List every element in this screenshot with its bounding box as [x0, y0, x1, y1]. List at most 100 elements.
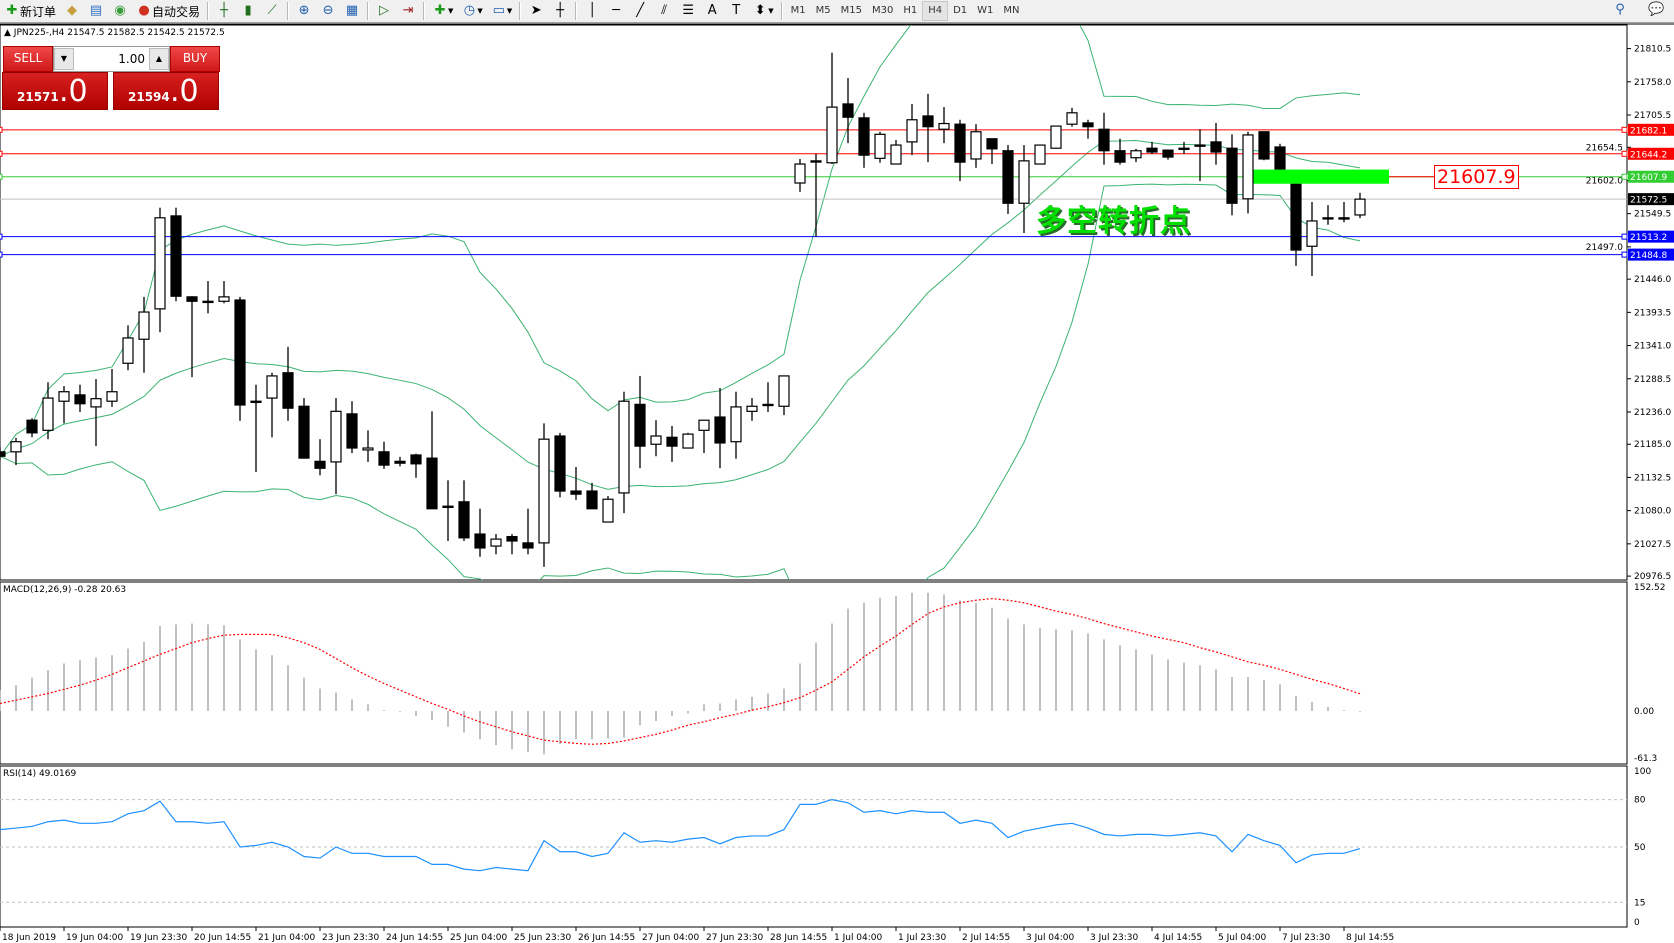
candle: [1050, 125, 1062, 149]
macd-histogram-bar: [879, 597, 881, 711]
candle: [234, 296, 246, 421]
fibonacci-button[interactable]: ☰: [677, 1, 699, 21]
annotation-price-label[interactable]: 21607.9: [1434, 165, 1519, 189]
zoom-in-button[interactable]: ⊕: [293, 1, 315, 21]
candlestick-button[interactable]: ▮: [237, 1, 259, 21]
history-center-button[interactable]: ◆: [61, 1, 83, 21]
chart-shift-icon: ⇥: [402, 3, 414, 18]
candle-body: [970, 131, 982, 160]
arrows-button[interactable]: ⬍ ▼: [749, 1, 776, 21]
candle: [506, 534, 518, 555]
line-chart-button[interactable]: ⟋: [261, 1, 283, 21]
templates-button[interactable]: ▭ ▼: [492, 3, 513, 18]
chart-shift-button[interactable]: ⇥: [397, 1, 419, 21]
bar-chart-button[interactable]: ┼: [213, 1, 235, 21]
candle: [362, 430, 374, 462]
lot-size-input[interactable]: ▼ 1.00 ▲: [53, 46, 170, 72]
autoscroll-button[interactable]: ▷: [373, 1, 395, 21]
lot-increase-button[interactable]: ▲: [149, 48, 169, 70]
candle: [1130, 148, 1142, 163]
horizontal-line-button[interactable]: ─: [605, 1, 627, 21]
periods-button[interactable]: ◷ ▼: [458, 1, 485, 21]
macd-histogram-bar: [255, 649, 257, 711]
crosshair-button[interactable]: ┼: [549, 1, 571, 21]
macd-histogram-bar: [319, 688, 321, 711]
sell-price-button[interactable]: 21571 .0: [2, 72, 108, 110]
macd-histogram-bar: [783, 688, 785, 711]
timeframe-mn-button[interactable]: MN: [1003, 5, 1020, 16]
price-line-label: 21682.1: [1630, 126, 1667, 136]
macd-histogram-bar: [543, 710, 545, 755]
candle: [890, 139, 902, 165]
timeframe-m5-button[interactable]: M5: [815, 5, 831, 16]
auto-trading-button[interactable]: ● 自动交易: [133, 1, 203, 21]
candle: [298, 398, 310, 459]
candle-body: [890, 144, 902, 165]
macd-histogram-bar: [639, 710, 641, 726]
candle: [1306, 201, 1318, 276]
equidistant-channel-button[interactable]: ⫽: [653, 1, 675, 21]
timeframe-m1-button[interactable]: M1: [790, 5, 806, 16]
chat-icon[interactable]: 💬: [1648, 2, 1665, 17]
candle-body: [586, 490, 598, 510]
buy-price-button[interactable]: 21594 .0: [113, 72, 219, 110]
text-button[interactable]: A: [701, 1, 723, 21]
timeframe-w1-button[interactable]: W1: [977, 5, 994, 16]
candle: [74, 384, 86, 412]
macd-histogram-bar: [415, 710, 417, 716]
bar-chart-icon: ┼: [220, 3, 228, 18]
trendline-button[interactable]: ╱: [629, 1, 651, 21]
tile-windows-button[interactable]: ▦: [341, 1, 363, 21]
zoom-out-button[interactable]: ⊖: [317, 1, 339, 21]
candle: [106, 368, 118, 407]
sell-button[interactable]: SELL: [3, 46, 53, 72]
timeframe-m15-button[interactable]: M15: [840, 5, 862, 16]
new-order-button[interactable]: ✚ 新订单: [1, 1, 59, 21]
macd-histogram-bar: [575, 710, 577, 740]
candle: [410, 453, 422, 478]
macd-histogram-bar: [1327, 706, 1329, 711]
buy-button[interactable]: BUY: [170, 46, 220, 72]
price-axis-label: 21602.0: [1586, 176, 1623, 186]
candle-body: [1258, 131, 1270, 160]
turning-point-annotation[interactable]: 多空转折点: [1036, 204, 1191, 239]
macd-panel: [0, 581, 1628, 765]
candle-body: [10, 441, 22, 453]
candle-body: [202, 300, 214, 304]
candle-body: [442, 505, 454, 509]
lot-decrease-button[interactable]: ▼: [54, 48, 74, 70]
candle-body: [794, 163, 806, 184]
toolbar-divider: [780, 2, 783, 20]
candle-body: [1018, 160, 1030, 204]
macd-histogram-bar: [271, 655, 273, 711]
timeframe-m30-button[interactable]: M30: [871, 5, 894, 16]
candle-body: [474, 533, 486, 549]
macd-histogram-bar: [1343, 710, 1345, 711]
candle-body: [154, 217, 166, 310]
profiles-button[interactable]: ▤: [85, 1, 107, 21]
macd-histogram-bar: [159, 626, 161, 711]
macd-histogram-bar: [1055, 629, 1057, 711]
time-axis-label: 20 Jun 14:55: [194, 933, 251, 943]
time-axis-label: 25 Jun 23:30: [514, 933, 571, 943]
timeframe-h4-button[interactable]: H4: [922, 1, 949, 21]
search-icon[interactable]: ⚲: [1615, 2, 1625, 17]
cursor-icon: ➤: [530, 3, 542, 18]
cursor-button[interactable]: ➤: [525, 1, 547, 21]
macd-histogram-bar: [1231, 676, 1233, 711]
rsi-axis-label: 80: [1634, 796, 1646, 806]
candle: [442, 480, 454, 542]
timeframe-h1-button[interactable]: H1: [903, 5, 918, 16]
timeframe-d1-button[interactable]: D1: [953, 5, 968, 16]
indicators-button[interactable]: ✚ ▼: [429, 1, 456, 21]
arrows-icon: ⬍: [754, 3, 766, 18]
candle-body: [730, 406, 742, 443]
text-label-button[interactable]: T: [725, 1, 747, 21]
macd-histogram-bar: [1199, 665, 1201, 711]
macd-histogram-bar: [1039, 627, 1041, 711]
vertical-line-button[interactable]: │: [581, 1, 603, 21]
signals-button[interactable]: ◉: [109, 1, 131, 21]
time-axis-label: 28 Jun 14:55: [770, 933, 827, 943]
lot-size-value[interactable]: 1.00: [118, 52, 145, 66]
